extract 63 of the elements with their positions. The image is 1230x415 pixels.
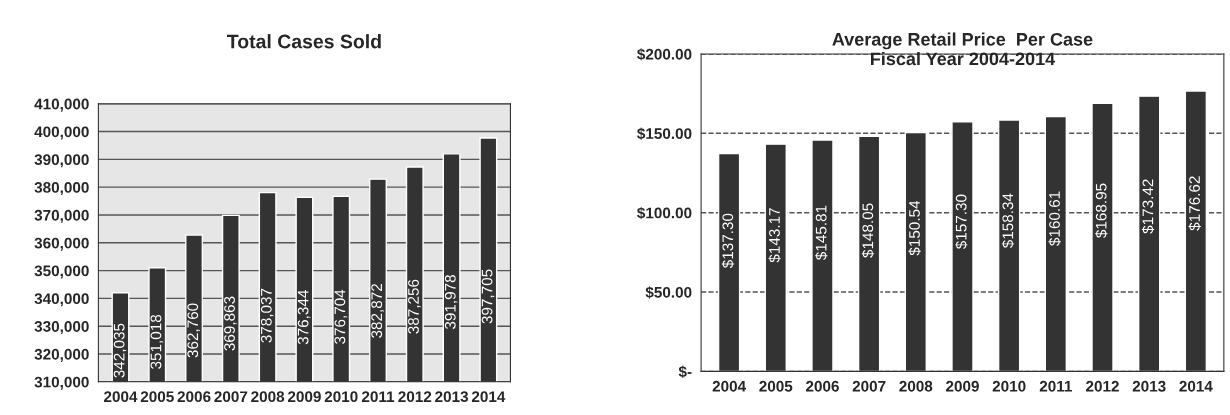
data-label: $157.30: [955, 194, 968, 250]
y-tick-label: $50.00: [645, 286, 692, 299]
x-tick-label: 2011: [1039, 380, 1072, 392]
data-label: 376,704: [334, 289, 348, 344]
x-tick-label: 2005: [759, 380, 793, 392]
data-label: $145.81: [815, 205, 828, 260]
data-label: 387,256: [408, 279, 421, 334]
data-label: $148.05: [861, 203, 875, 258]
x-tick-label: 2013: [435, 391, 469, 403]
y-tick-label: 380,000: [34, 182, 89, 196]
x-tick-label: 2008: [251, 391, 285, 403]
y-tick-label: 330,000: [34, 321, 89, 335]
x-tick-label: 2009: [287, 391, 321, 403]
y-tick-label: 320,000: [34, 348, 89, 362]
y-tick-label: 310,000: [34, 376, 89, 390]
x-tick-label: 2013: [1132, 380, 1166, 392]
data-label: 397,705: [481, 269, 495, 324]
y-tick-label: $-: [678, 365, 692, 379]
x-tick-label: 2014: [471, 391, 506, 403]
data-label: 382,872: [371, 284, 384, 338]
y-tick-label: 390,000: [34, 154, 89, 168]
data-label: $173.42: [1141, 179, 1155, 234]
chart-title: Total Cases Sold: [227, 34, 381, 49]
y-tick-label: $150.00: [637, 127, 692, 140]
x-tick-label: 2012: [398, 391, 432, 403]
data-label: $137.30: [721, 213, 735, 269]
data-label: 376,344: [297, 290, 311, 345]
x-tick-label: 2011: [361, 391, 395, 403]
x-tick-label: 2008: [899, 380, 933, 392]
data-label: 342,035: [113, 323, 127, 378]
data-label: $168.95: [1095, 183, 1108, 238]
data-label: 362,760: [187, 303, 200, 358]
data-label: $150.54: [908, 200, 921, 256]
x-tick-label: 2010: [992, 380, 1026, 392]
x-tick-label: 2010: [324, 391, 358, 403]
y-tick-label: $100.00: [637, 206, 692, 220]
y-tick-label: 410,000: [34, 98, 89, 112]
data-label: 378,037: [260, 288, 274, 343]
x-tick-label: 2007: [214, 391, 248, 403]
y-tick-label: 350,000: [34, 265, 89, 279]
data-label: 369,863: [224, 296, 237, 351]
x-tick-label: 2005: [140, 391, 174, 403]
x-tick-label: 2006: [177, 391, 211, 403]
x-tick-label: 2014: [1179, 380, 1213, 392]
x-tick-label: 2007: [852, 380, 886, 392]
y-tick-label: $200.00: [637, 48, 692, 61]
chart-title: Average Retail Price Per Case: [832, 32, 1093, 50]
y-tick-label: 400,000: [34, 126, 89, 140]
data-label: $143.17: [768, 208, 781, 263]
x-tick-label: 2009: [946, 380, 979, 392]
x-tick-label: 2006: [805, 380, 839, 392]
data-label: $158.34: [1001, 193, 1015, 249]
x-tick-label: 2004: [712, 380, 747, 392]
data-label: 391,978: [444, 275, 458, 330]
y-tick-label: 360,000: [34, 237, 89, 251]
y-tick-label: 370,000: [34, 209, 89, 223]
x-tick-label: 2004: [104, 391, 138, 403]
y-tick-label: 340,000: [34, 293, 89, 307]
data-label: $176.62: [1188, 176, 1201, 231]
data-label: 351,018: [150, 314, 164, 369]
chart-subtitle: Fiscal Year 2004-2014: [870, 51, 1056, 66]
x-tick-label: 2012: [1086, 380, 1119, 392]
data-label: $160.61: [1048, 191, 1061, 246]
